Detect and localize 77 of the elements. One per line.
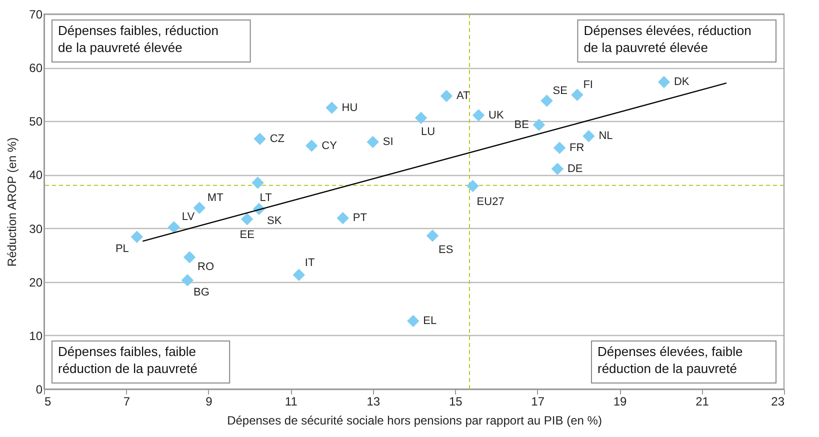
point: [183, 251, 196, 264]
point: [240, 213, 254, 226]
data-label: SI: [382, 136, 394, 148]
y-tick-label: 40: [29, 168, 43, 182]
point: [658, 76, 670, 88]
point: [532, 118, 546, 132]
x-tick-label: 11: [284, 394, 298, 408]
data-label: CY: [322, 140, 338, 152]
data-label: SE: [552, 84, 568, 97]
data-label: NL: [598, 130, 613, 142]
point: [426, 230, 439, 242]
data-label: DE: [567, 162, 583, 175]
y-tick-label: 20: [29, 275, 43, 290]
x-tick-label: 17: [531, 394, 545, 408]
y-tick-label: 10: [29, 328, 43, 343]
data-label: UK: [488, 109, 504, 122]
x-tick-label: 7: [123, 394, 130, 408]
point: [193, 202, 206, 214]
point: [292, 268, 306, 282]
annotation: Dépenses faibles, réduction de la pauvreté élevée: [58, 23, 218, 55]
data-label: EL: [423, 314, 437, 327]
data-label: PT: [352, 212, 368, 224]
annotation: Dépenses élevées, faible réduction de la pauvreté: [598, 344, 743, 376]
x-axis-title: Dépenses de sécurité sociale hors pensions par rapport au PIB (en %): [227, 414, 602, 428]
point: [366, 136, 380, 148]
annotation: Dépenses faibles, faible réduction de la pauvreté: [58, 344, 198, 376]
x-tick-label: 23: [771, 394, 785, 408]
point: [553, 142, 566, 154]
point: [336, 212, 349, 224]
y-tick-label: 30: [29, 222, 43, 236]
data-label: MT: [207, 192, 224, 204]
data-label: FI: [583, 78, 593, 91]
data-label: EE: [240, 229, 254, 242]
point: [466, 180, 479, 192]
x-tick-label: 21: [696, 394, 710, 408]
point: [582, 130, 595, 142]
x-tick-label: 19: [613, 394, 628, 408]
point: [571, 88, 584, 102]
point: [407, 314, 420, 328]
data-label: RO: [198, 261, 214, 274]
data-label: LT: [260, 192, 272, 204]
y-tick-label: 50: [29, 114, 43, 129]
point: [551, 162, 564, 175]
y-tick-label: 0: [36, 382, 43, 396]
x-tick-label: 13: [366, 394, 380, 408]
data-label: BG: [193, 286, 210, 298]
annotation: Dépenses élevées, réduction de la pauvreté élevée: [584, 23, 752, 55]
y-tick-label: 60: [29, 61, 43, 76]
data-label: HU: [342, 102, 358, 114]
data-label: ES: [438, 244, 454, 256]
point: [540, 94, 553, 107]
x-tick-label: 5: [44, 394, 52, 408]
point: [130, 230, 144, 243]
point: [254, 132, 266, 145]
data-label: BE: [514, 118, 529, 131]
point: [181, 274, 194, 286]
data-label: SK: [267, 215, 282, 227]
data-label: IT: [304, 256, 315, 269]
data-label: LV: [182, 211, 196, 224]
point: [472, 109, 485, 122]
point: [440, 90, 453, 102]
point: [414, 112, 428, 124]
point: [306, 140, 318, 152]
data-label: FR: [570, 142, 584, 154]
data-label: LU: [420, 126, 436, 138]
x-tick-label: 15: [448, 394, 463, 408]
point: [252, 176, 264, 189]
x-tick-label: 9: [206, 394, 213, 408]
data-label: CZ: [270, 132, 285, 145]
point: [326, 102, 338, 114]
y-tick-label: 70: [29, 8, 43, 22]
data-label: PL: [115, 242, 129, 255]
y-axis-title: Réduction AROP (en %): [5, 137, 20, 267]
data-label: AT: [456, 90, 470, 102]
data-label: EU27: [476, 196, 504, 208]
data-label: DK: [674, 76, 690, 88]
point: [168, 221, 180, 234]
